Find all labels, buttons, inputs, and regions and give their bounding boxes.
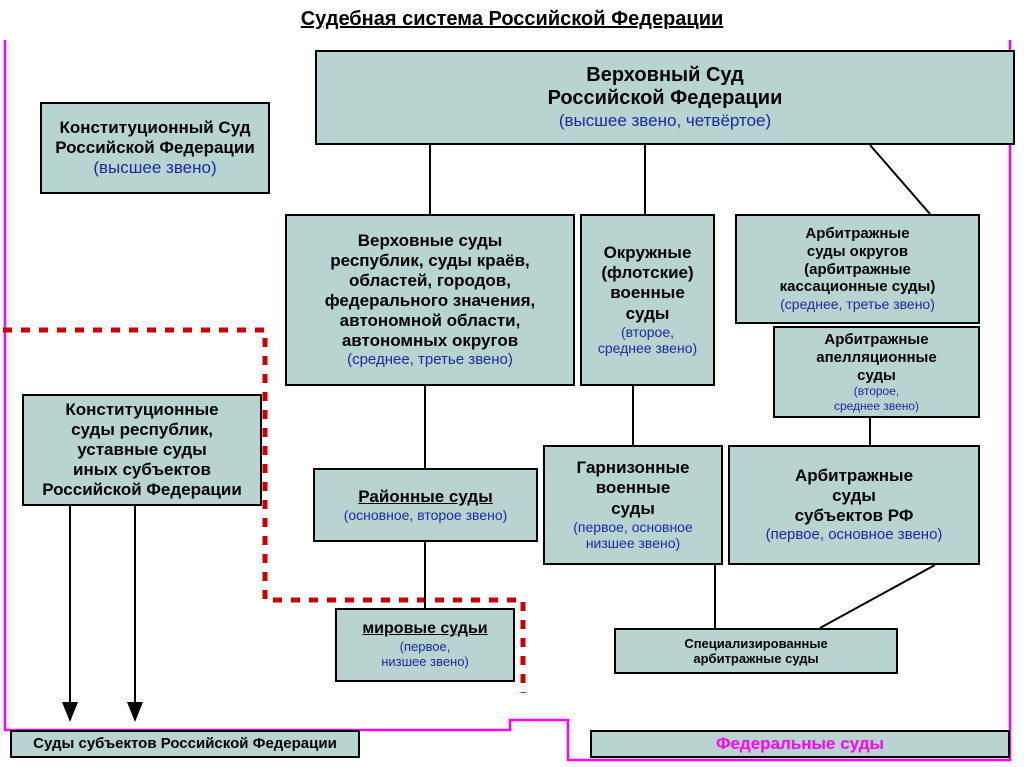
box-garrison-sub: (первое, основноенизшее звено) [573,519,693,552]
box-fed_courts-title: Федеральные суды [716,734,884,754]
box-regional_supreme-sub: (среднее, третье звено) [347,351,513,369]
box-arb_okrug: Арбитражныесуды округов(арбитражныекасса… [735,214,980,324]
box-const_subjects: Конституционныесуды республик,уставные с… [22,394,262,506]
page-title-text: Судебная система Российской Федерации [301,8,724,30]
box-const_subjects-title: Конституционныесуды республик,уставные с… [42,400,242,500]
box-const_court-sub: (высшее звено) [93,158,216,178]
box-subj_courts-title: Суды субъектов Российской Федерации [33,735,337,753]
box-mir: мировые судьи(первое,низшее звено) [335,608,515,682]
box-const_court-title: Конституционный СудРоссийской Федерации [55,118,255,158]
box-subj_courts: Суды субъектов Российской Федерации [10,730,360,758]
box-mir-title: мировые судьи [362,620,487,639]
box-arb_appeal-sub: (второе,среднее звено) [834,384,919,412]
box-spec_arb: Специализированныеарбитражные суды [614,628,898,674]
box-supreme-title: Верховный СудРоссийской Федерации [548,64,783,111]
box-arb_okrug-sub: (среднее, третье звено) [780,296,935,313]
box-garrison-title: Гарнизонныевоенныесуды [577,458,690,518]
box-arb_appeal: Арбитражныеапелляционныесуды(второе,сред… [773,326,980,418]
box-rayon: Районные суды(основное, второе звено) [313,468,538,542]
box-mir-sub: (первое,низшее звено) [381,639,469,670]
box-garrison: Гарнизонныевоенныесуды(первое, основноен… [543,445,723,565]
box-district_military-sub: (второе,среднее звено) [598,324,697,357]
page-title: Судебная система Российской Федерации [0,8,1024,31]
box-rayon-title: Районные суды [358,487,492,507]
box-arb_subj-title: Арбитражныесудысубъектов РФ [795,466,914,526]
box-spec_arb-title: Специализированныеарбитражные суды [684,636,827,667]
box-supreme-sub: (высшее звено, четвёртое) [559,111,771,131]
box-arb_appeal-title: Арбитражныеапелляционныесуды [816,331,936,384]
box-regional_supreme-title: Верховные судыреспублик, суды краёв,обла… [325,231,536,351]
box-arb_okrug-title: Арбитражныесуды округов(арбитражныекасса… [780,225,936,296]
box-arb_subj-sub: (первое, основное звено) [766,526,943,544]
box-arb_subj: Арбитражныесудысубъектов РФ(первое, осно… [728,445,980,565]
box-supreme: Верховный СудРоссийской Федерации(высшее… [315,50,1015,145]
box-const_court: Конституционный СудРоссийской Федерации(… [40,102,270,194]
box-regional_supreme: Верховные судыреспублик, суды краёв,обла… [285,214,575,386]
box-district_military: Окружные(флотские)военныесуды(второе,сре… [580,214,715,386]
box-district_military-title: Окружные(флотские)военныесуды [601,243,693,323]
box-rayon-sub: (основное, второе звено) [344,507,508,524]
box-fed_courts: Федеральные суды [590,730,1010,758]
